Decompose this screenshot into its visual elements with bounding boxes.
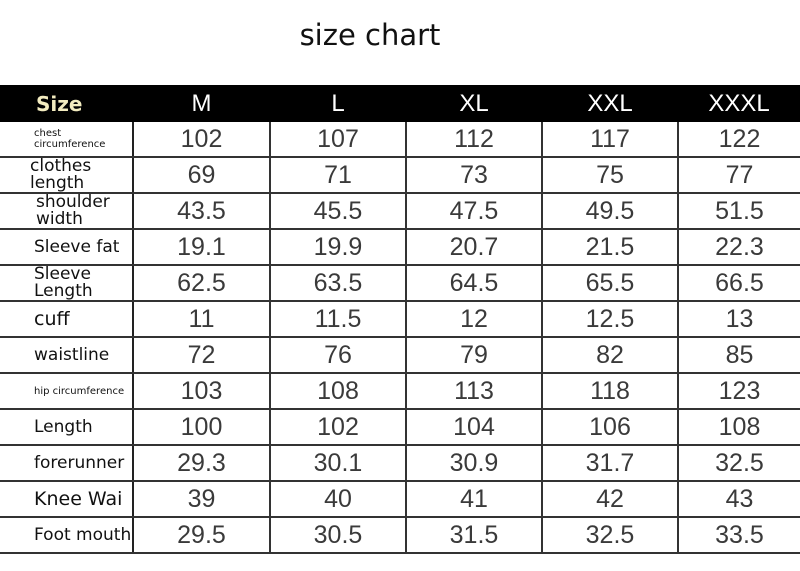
table-row: forerunner 29.3 30.1 30.9 31.7 32.5 <box>0 445 800 482</box>
row-label: cuff <box>0 301 134 338</box>
table-row: Sleeve fat 19.1 19.9 20.7 21.5 22.3 <box>0 229 800 266</box>
table-cell: 32.5 <box>542 517 679 554</box>
size-chart-table: Size M L XL XXL XXXL chest circumference… <box>0 85 800 554</box>
table-cell: 45.5 <box>270 193 407 230</box>
table-cell: 69 <box>133 157 271 194</box>
table-cell: 43.5 <box>133 193 271 230</box>
row-label: waistline <box>0 337 134 374</box>
row-label: Length <box>0 409 134 446</box>
table-row: clothes length 69 71 73 75 77 <box>0 157 800 194</box>
table-cell: 82 <box>542 337 679 374</box>
table-cell: 31.7 <box>542 445 679 482</box>
table-cell: 62.5 <box>133 265 271 302</box>
table-cell: 118 <box>542 373 679 410</box>
table-cell: 32.5 <box>678 445 800 482</box>
table-cell: 29.3 <box>133 445 271 482</box>
table-cell: 20.7 <box>406 229 543 266</box>
table-cell: 79 <box>406 337 543 374</box>
table-cell: 21.5 <box>542 229 679 266</box>
table-row: Foot mouth 29.5 30.5 31.5 32.5 33.5 <box>0 517 800 554</box>
table-cell: 123 <box>678 373 800 410</box>
table-cell: 63.5 <box>270 265 407 302</box>
table-cell: 43 <box>678 481 800 518</box>
table-cell: 19.1 <box>133 229 271 266</box>
table-cell: 30.5 <box>270 517 407 554</box>
table-cell: 12 <box>406 301 543 338</box>
table-cell: 103 <box>133 373 271 410</box>
table-cell: 19.9 <box>270 229 407 266</box>
table-cell: 108 <box>678 409 800 446</box>
table-row: Sleeve Length 62.5 63.5 64.5 65.5 66.5 <box>0 265 800 302</box>
header-size: Size <box>0 85 133 122</box>
table-cell: 49.5 <box>542 193 679 230</box>
table-cell: 106 <box>542 409 679 446</box>
table-cell: 13 <box>678 301 800 338</box>
header-xxl: XXL <box>542 85 678 122</box>
table-cell: 104 <box>406 409 543 446</box>
table-cell: 75 <box>542 157 679 194</box>
table-cell: 65.5 <box>542 265 679 302</box>
table-cell: 122 <box>678 122 800 158</box>
table-cell: 31.5 <box>406 517 543 554</box>
row-label: Sleeve fat <box>0 229 134 266</box>
table-cell: 29.5 <box>133 517 271 554</box>
table-cell: 113 <box>406 373 543 410</box>
table-cell: 33.5 <box>678 517 800 554</box>
row-label: shoulder width <box>0 193 134 230</box>
table-cell: 77 <box>678 157 800 194</box>
row-label: Foot mouth <box>0 517 134 554</box>
table-cell: 51.5 <box>678 193 800 230</box>
table-cell: 100 <box>133 409 271 446</box>
table-cell: 102 <box>270 409 407 446</box>
row-label: clothes length <box>0 157 134 194</box>
row-label: Sleeve Length <box>0 265 134 302</box>
table-cell: 30.1 <box>270 445 407 482</box>
table-cell: 66.5 <box>678 265 800 302</box>
header-xxxl: XXXL <box>678 85 800 122</box>
table-row: hip circumference 103 108 113 118 123 <box>0 373 800 410</box>
table-cell: 41 <box>406 481 543 518</box>
header-row: Size M L XL XXL XXXL <box>0 85 800 122</box>
table-cell: 42 <box>542 481 679 518</box>
table-cell: 11 <box>133 301 271 338</box>
table-row: waistline 72 76 79 82 85 <box>0 337 800 374</box>
header-m: M <box>133 85 270 122</box>
table-row: cuff 11 11.5 12 12.5 13 <box>0 301 800 338</box>
row-label: chest circumference <box>0 122 134 158</box>
table-cell: 108 <box>270 373 407 410</box>
table-row: Length 100 102 104 106 108 <box>0 409 800 446</box>
table-cell: 40 <box>270 481 407 518</box>
table-cell: 64.5 <box>406 265 543 302</box>
table-cell: 11.5 <box>270 301 407 338</box>
table-cell: 47.5 <box>406 193 543 230</box>
table-cell: 73 <box>406 157 543 194</box>
row-label: forerunner <box>0 445 134 482</box>
header-xl: XL <box>406 85 542 122</box>
table-cell: 71 <box>270 157 407 194</box>
table-cell: 102 <box>133 122 271 158</box>
row-label: hip circumference <box>0 373 134 410</box>
header-l: L <box>270 85 406 122</box>
table-cell: 39 <box>133 481 271 518</box>
table-cell: 107 <box>270 122 407 158</box>
table-cell: 12.5 <box>542 301 679 338</box>
table-row: chest circumference 102 107 112 117 122 <box>0 122 800 158</box>
table-row: shoulder width 43.5 45.5 47.5 49.5 51.5 <box>0 193 800 230</box>
table-cell: 117 <box>542 122 679 158</box>
table-cell: 30.9 <box>406 445 543 482</box>
table-cell: 76 <box>270 337 407 374</box>
table-row: Knee Wai 39 40 41 42 43 <box>0 481 800 518</box>
table-cell: 72 <box>133 337 271 374</box>
table-cell: 85 <box>678 337 800 374</box>
table-cell: 112 <box>406 122 543 158</box>
page-title: size chart <box>299 18 441 52</box>
table-cell: 22.3 <box>678 229 800 266</box>
row-label: Knee Wai <box>0 481 134 518</box>
